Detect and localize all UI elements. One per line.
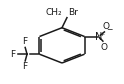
Text: O: O: [100, 43, 107, 52]
Text: O: O: [102, 22, 109, 31]
Text: Br: Br: [68, 8, 78, 17]
Text: CH₂: CH₂: [46, 8, 63, 17]
Text: +: +: [99, 32, 104, 37]
Text: F: F: [22, 37, 27, 46]
Text: F: F: [10, 50, 15, 59]
Text: N: N: [95, 32, 103, 42]
Text: −: −: [106, 25, 112, 34]
Text: F: F: [22, 62, 27, 71]
